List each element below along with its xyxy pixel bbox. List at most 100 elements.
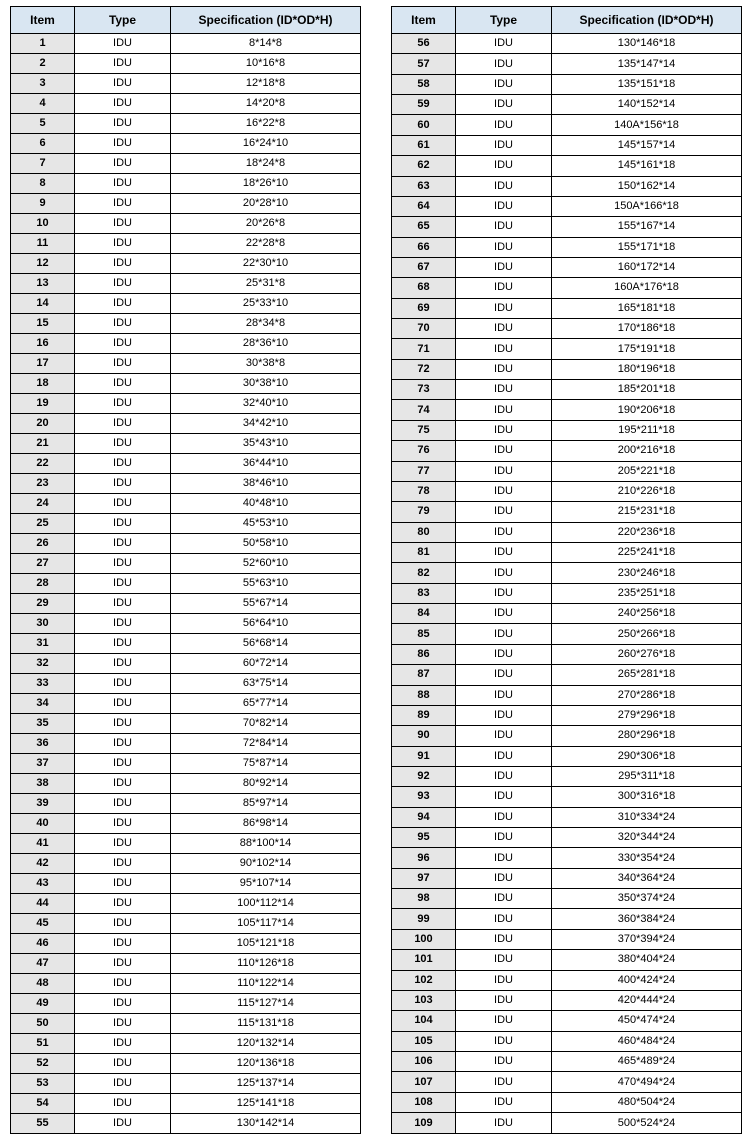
- cell-item: 96: [392, 848, 456, 868]
- table-row: 51IDU120*132*14: [11, 1034, 361, 1054]
- cell-type: IDU: [75, 234, 171, 254]
- cell-item: 39: [11, 794, 75, 814]
- cell-type: IDU: [456, 380, 552, 400]
- cell-item: 94: [392, 807, 456, 827]
- cell-type: IDU: [456, 583, 552, 603]
- cell-type: IDU: [75, 134, 171, 154]
- cell-spec: 70*82*14: [171, 714, 361, 734]
- cell-type: IDU: [456, 990, 552, 1010]
- col-header-item: Item: [392, 7, 456, 34]
- cell-item: 76: [392, 441, 456, 461]
- table-row: 45IDU105*117*14: [11, 914, 361, 934]
- table-row: 7IDU18*24*8: [11, 154, 361, 174]
- table-header-row: Item Type Specification (ID*OD*H): [392, 7, 742, 34]
- cell-item: 19: [11, 394, 75, 414]
- cell-item: 66: [392, 237, 456, 257]
- col-header-spec: Specification (ID*OD*H): [552, 7, 742, 34]
- cell-spec: 465*489*24: [552, 1051, 742, 1071]
- cell-type: IDU: [75, 374, 171, 394]
- cell-spec: 330*354*24: [552, 848, 742, 868]
- cell-item: 88: [392, 685, 456, 705]
- table-row: 106IDU465*489*24: [392, 1051, 742, 1071]
- cell-type: IDU: [75, 574, 171, 594]
- cell-spec: 105*117*14: [171, 914, 361, 934]
- cell-spec: 320*344*24: [552, 828, 742, 848]
- cell-item: 2: [11, 54, 75, 74]
- cell-type: IDU: [75, 974, 171, 994]
- cell-spec: 88*100*14: [171, 834, 361, 854]
- cell-type: IDU: [456, 176, 552, 196]
- table-row: 14IDU25*33*10: [11, 294, 361, 314]
- table-row: 58IDU135*151*18: [392, 74, 742, 94]
- cell-type: IDU: [456, 950, 552, 970]
- table-row: 80IDU220*236*18: [392, 522, 742, 542]
- cell-type: IDU: [75, 514, 171, 534]
- table-row: 42IDU90*102*14: [11, 854, 361, 874]
- table-row: 77IDU205*221*18: [392, 461, 742, 481]
- cell-type: IDU: [456, 257, 552, 277]
- table-row: 84IDU240*256*18: [392, 604, 742, 624]
- cell-spec: 380*404*24: [552, 950, 742, 970]
- cell-spec: 155*167*14: [552, 217, 742, 237]
- cell-type: IDU: [456, 196, 552, 216]
- cell-type: IDU: [456, 135, 552, 155]
- cell-type: IDU: [75, 674, 171, 694]
- cell-type: IDU: [75, 1034, 171, 1054]
- table-row: 50IDU115*131*18: [11, 1014, 361, 1034]
- cell-type: IDU: [456, 34, 552, 54]
- table-row: 94IDU310*334*24: [392, 807, 742, 827]
- table-row: 40IDU86*98*14: [11, 814, 361, 834]
- table-row: 87IDU265*281*18: [392, 665, 742, 685]
- table-row: 38IDU80*92*14: [11, 774, 361, 794]
- cell-item: 71: [392, 339, 456, 359]
- table-row: 4IDU14*20*8: [11, 94, 361, 114]
- cell-spec: 20*26*8: [171, 214, 361, 234]
- cell-item: 41: [11, 834, 75, 854]
- table-body-right: 56IDU130*146*1857IDU135*147*1458IDU135*1…: [392, 34, 742, 1134]
- table-row: 10IDU20*26*8: [11, 214, 361, 234]
- cell-item: 91: [392, 746, 456, 766]
- cell-item: 38: [11, 774, 75, 794]
- col-header-spec: Specification (ID*OD*H): [171, 7, 361, 34]
- cell-type: IDU: [456, 400, 552, 420]
- cell-spec: 480*504*24: [552, 1092, 742, 1112]
- cell-type: IDU: [456, 889, 552, 909]
- cell-type: IDU: [456, 54, 552, 74]
- cell-type: IDU: [456, 1031, 552, 1051]
- table-row: 97IDU340*364*24: [392, 868, 742, 888]
- cell-type: IDU: [75, 414, 171, 434]
- cell-item: 63: [392, 176, 456, 196]
- table-header-row: Item Type Specification (ID*OD*H): [11, 7, 361, 34]
- table-row: 46IDU105*121*18: [11, 934, 361, 954]
- cell-item: 12: [11, 254, 75, 274]
- cell-spec: 150*162*14: [552, 176, 742, 196]
- cell-type: IDU: [456, 624, 552, 644]
- table-row: 82IDU230*246*18: [392, 563, 742, 583]
- cell-spec: 25*31*8: [171, 274, 361, 294]
- cell-type: IDU: [75, 314, 171, 334]
- table-row: 32IDU60*72*14: [11, 654, 361, 674]
- cell-item: 72: [392, 359, 456, 379]
- table-row: 60IDU140A*156*18: [392, 115, 742, 135]
- cell-type: IDU: [456, 848, 552, 868]
- cell-spec: 30*38*8: [171, 354, 361, 374]
- cell-spec: 135*147*14: [552, 54, 742, 74]
- cell-item: 106: [392, 1051, 456, 1071]
- table-row: 73IDU185*201*18: [392, 380, 742, 400]
- cell-spec: 14*20*8: [171, 94, 361, 114]
- cell-spec: 55*67*14: [171, 594, 361, 614]
- cell-item: 80: [392, 522, 456, 542]
- table-row: 24IDU40*48*10: [11, 494, 361, 514]
- cell-item: 85: [392, 624, 456, 644]
- cell-type: IDU: [75, 54, 171, 74]
- table-row: 86IDU260*276*18: [392, 644, 742, 664]
- table-row: 44IDU100*112*14: [11, 894, 361, 914]
- cell-spec: 140A*156*18: [552, 115, 742, 135]
- cell-spec: 279*296*18: [552, 705, 742, 725]
- cell-item: 70: [392, 319, 456, 339]
- cell-spec: 18*26*10: [171, 174, 361, 194]
- cell-item: 108: [392, 1092, 456, 1112]
- table-row: 59IDU140*152*14: [392, 95, 742, 115]
- cell-spec: 290*306*18: [552, 746, 742, 766]
- table-row: 25IDU45*53*10: [11, 514, 361, 534]
